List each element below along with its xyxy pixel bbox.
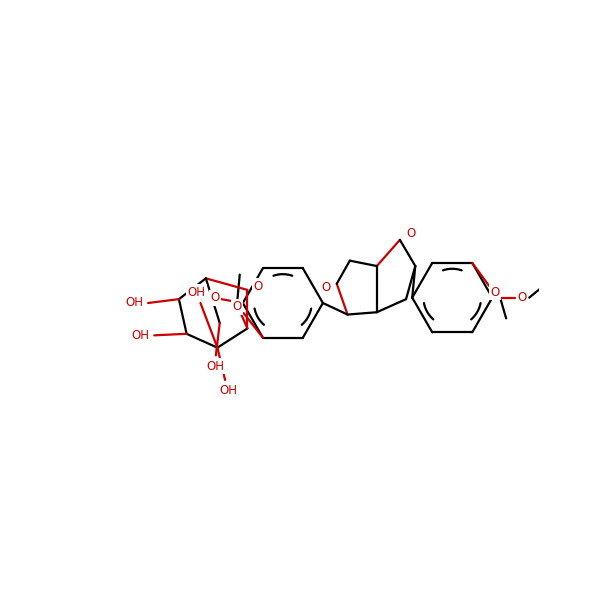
Text: O: O [322, 281, 331, 294]
Text: O: O [517, 291, 526, 304]
Text: O: O [233, 301, 242, 313]
Text: OH: OH [188, 286, 206, 299]
Text: O: O [211, 291, 220, 304]
Text: OH: OH [219, 384, 237, 397]
Text: OH: OH [207, 359, 225, 373]
Text: O: O [254, 280, 263, 293]
Text: OH: OH [131, 329, 149, 342]
Text: O: O [406, 227, 415, 240]
Text: O: O [490, 286, 499, 299]
Text: OH: OH [125, 296, 143, 310]
